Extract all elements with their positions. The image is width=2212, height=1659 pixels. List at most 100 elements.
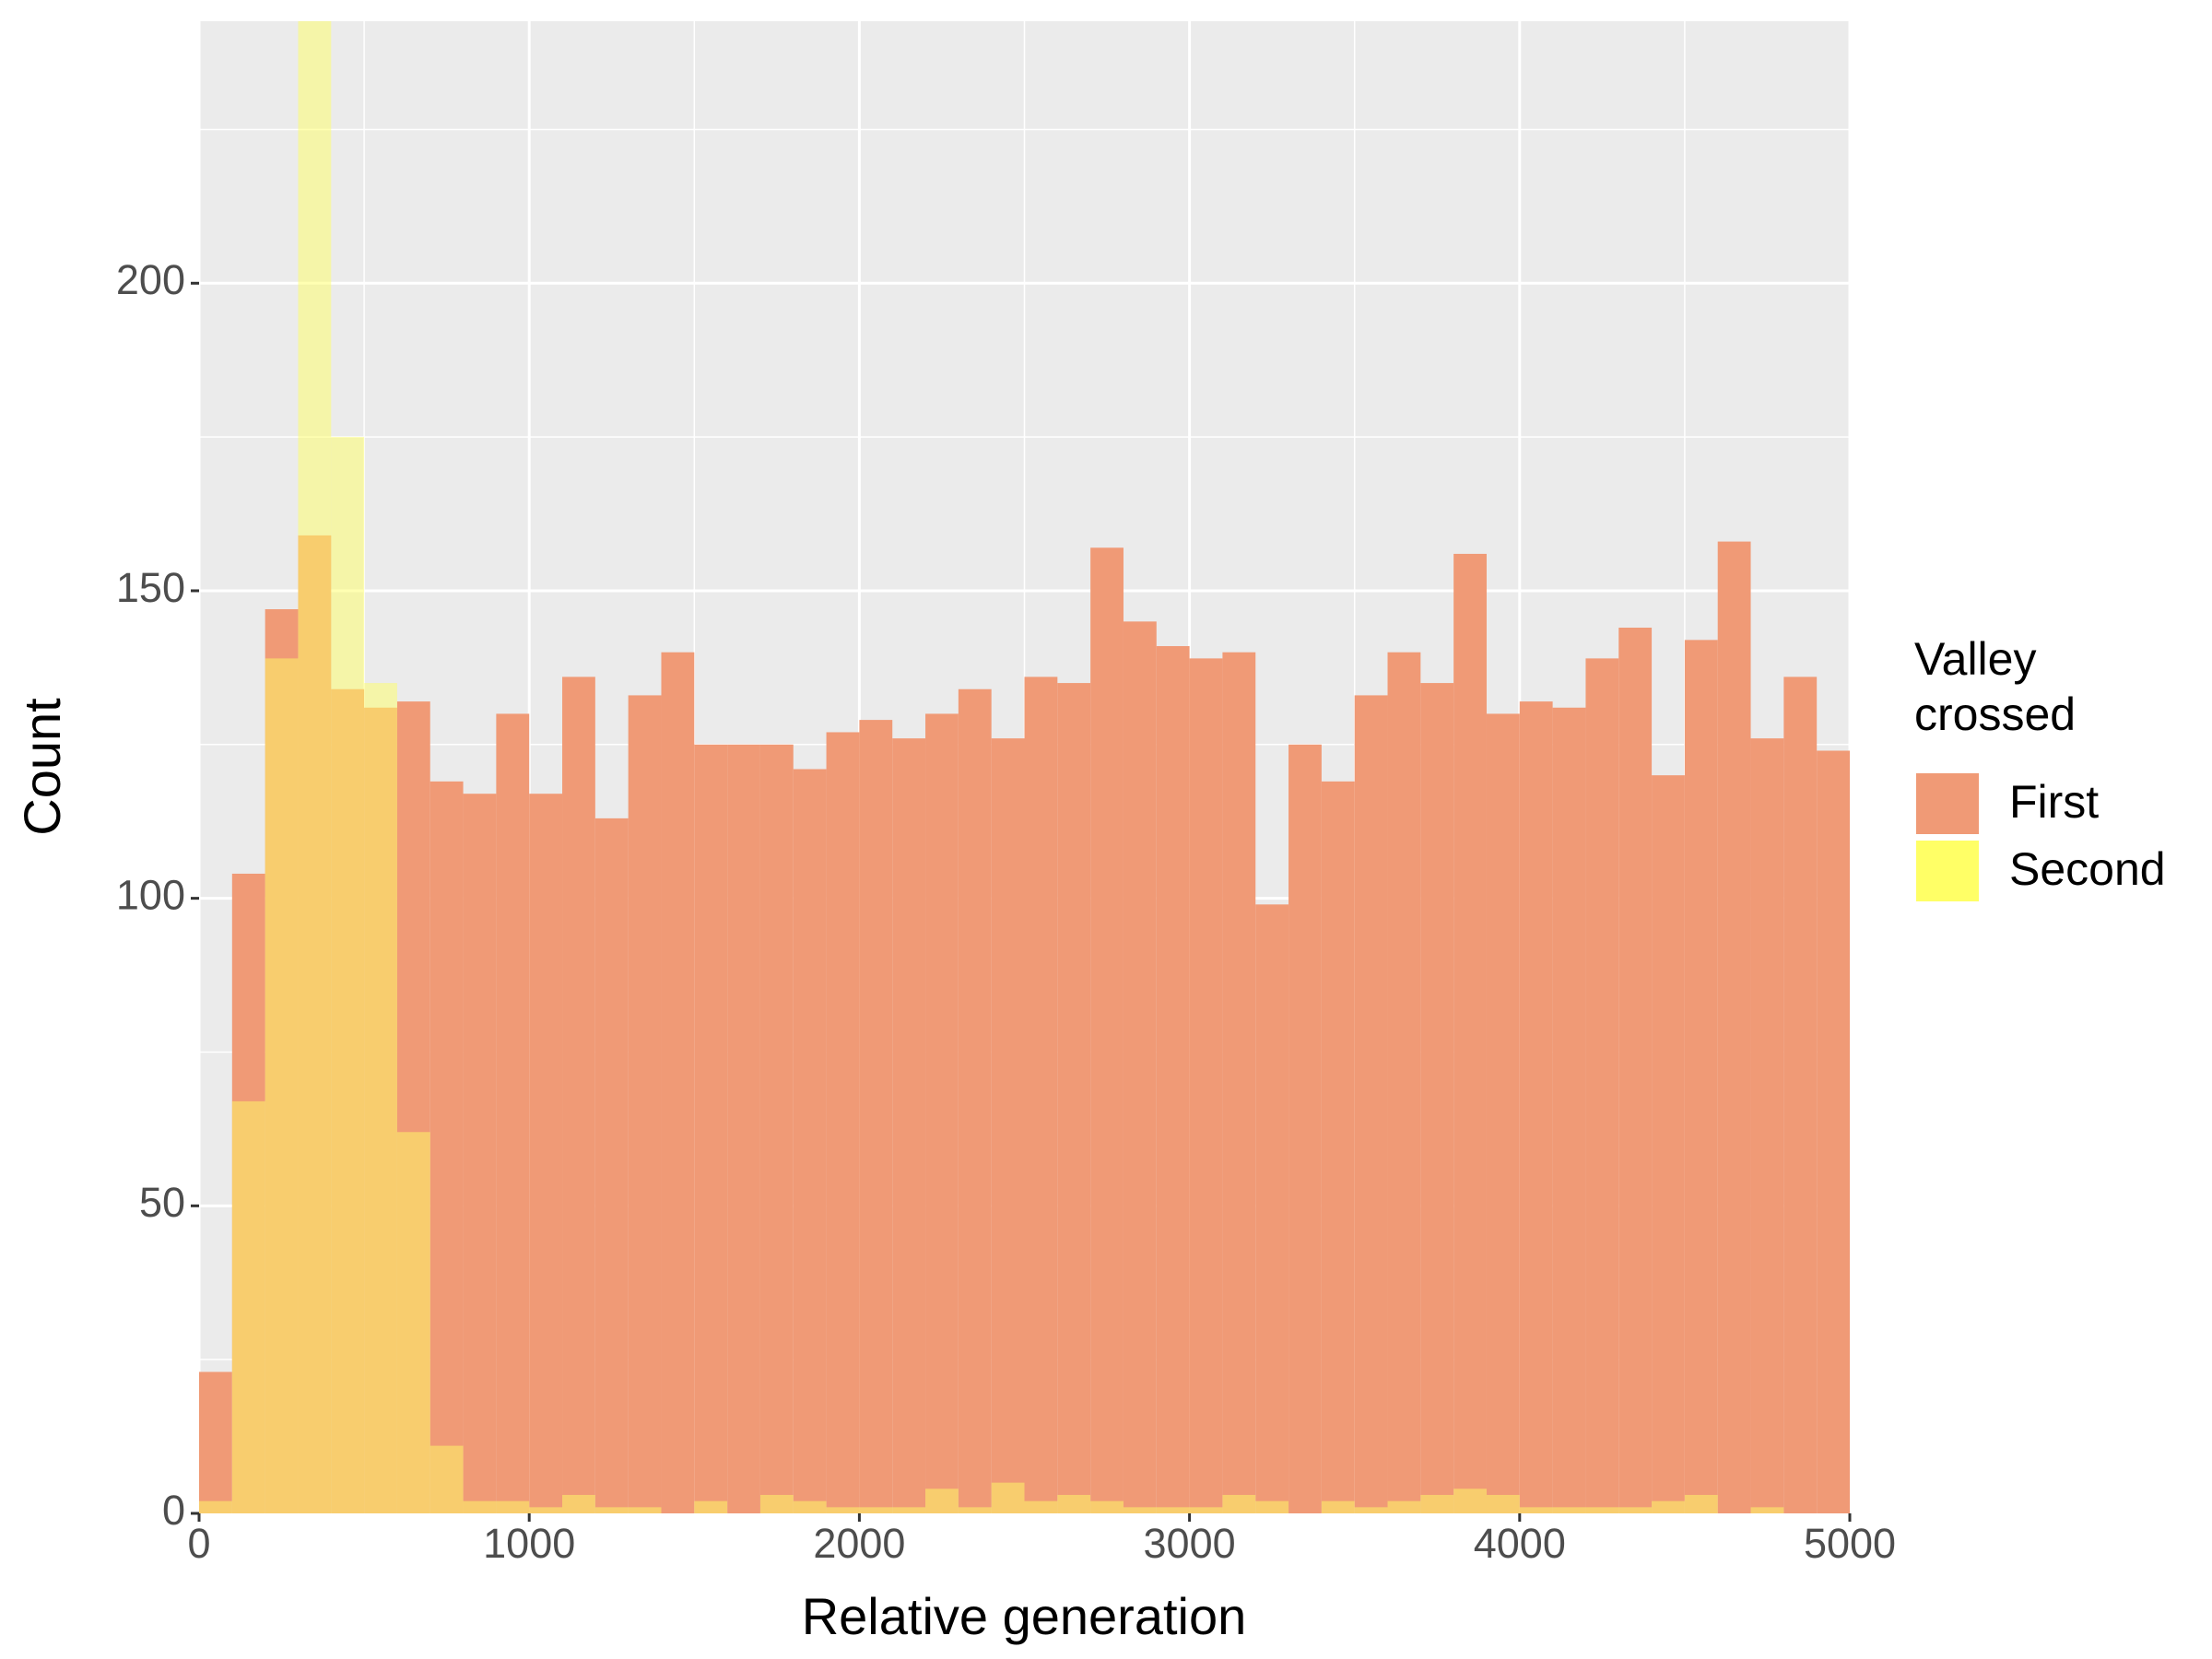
histogram-bar xyxy=(396,1132,430,1513)
histogram-bar xyxy=(594,818,629,1513)
histogram-bar xyxy=(1387,1500,1421,1513)
histogram-bar xyxy=(1519,1507,1553,1513)
histogram-bar xyxy=(892,1507,926,1513)
histogram-bar xyxy=(628,695,662,1513)
histogram-bar xyxy=(429,781,464,1513)
histogram-bar xyxy=(1750,738,1784,1513)
x-tick-label: 5000 xyxy=(1804,1520,1896,1567)
histogram-bar xyxy=(364,683,397,1513)
histogram-bar xyxy=(199,1500,232,1513)
histogram-bar xyxy=(1156,646,1190,1513)
histogram-bar xyxy=(1189,1507,1223,1513)
histogram-bar xyxy=(759,1494,794,1513)
histogram-bar xyxy=(1750,1507,1784,1513)
histogram-bar xyxy=(1684,640,1718,1513)
histogram-bar xyxy=(1057,683,1091,1513)
histogram-bar xyxy=(628,1507,662,1513)
x-tick-label: 4000 xyxy=(1474,1520,1566,1567)
y-axis-title: Count xyxy=(13,698,71,836)
histogram-bar xyxy=(199,1371,232,1513)
histogram-bar xyxy=(463,794,497,1513)
histogram-bar xyxy=(1255,1500,1289,1513)
histogram-bar xyxy=(1123,1507,1157,1513)
histogram-bar xyxy=(1288,744,1322,1513)
histogram-bar xyxy=(1354,1507,1388,1513)
histogram-bar xyxy=(1717,541,1751,1513)
histogram-bar xyxy=(991,738,1025,1513)
histogram-bar xyxy=(1024,1500,1058,1513)
histogram-bar xyxy=(859,1507,893,1513)
histogram-bar xyxy=(1486,1494,1520,1513)
histogram-bar xyxy=(562,1494,595,1513)
histogram-bar xyxy=(1618,628,1653,1513)
legend-label: First xyxy=(2009,776,2099,828)
histogram-bar xyxy=(694,1500,728,1513)
histogram-bar xyxy=(1321,781,1355,1513)
legend-key xyxy=(1914,839,1981,903)
histogram-bar xyxy=(793,1500,827,1513)
legend-label: Second xyxy=(2009,843,2166,895)
histogram-bar xyxy=(892,738,926,1513)
y-tick-label: 0 xyxy=(162,1487,185,1534)
bars xyxy=(199,21,1850,1513)
histogram-bar xyxy=(1783,677,1818,1513)
histogram-bar xyxy=(429,1445,464,1513)
histogram-bar xyxy=(1552,707,1586,1513)
y-tick-label: 50 xyxy=(139,1179,185,1226)
histogram-bar xyxy=(1123,621,1157,1513)
histogram-bar xyxy=(859,720,893,1513)
histogram-bar xyxy=(1321,1500,1355,1513)
histogram-bar xyxy=(1552,1507,1586,1513)
x-tick-label: 2000 xyxy=(813,1520,905,1567)
histogram-bar xyxy=(529,794,563,1513)
histogram-bar xyxy=(793,769,827,1513)
histogram-bar xyxy=(1618,1507,1653,1513)
y-tick-label: 100 xyxy=(116,872,185,919)
histogram-bar xyxy=(1354,695,1388,1513)
histogram-bar xyxy=(331,437,365,1513)
histogram-bar xyxy=(958,1507,992,1513)
histogram-bar xyxy=(925,713,959,1513)
histogram-bar xyxy=(1255,904,1289,1513)
histogram-bar xyxy=(991,1482,1025,1513)
histogram-bar xyxy=(1420,683,1454,1513)
histogram-bar xyxy=(1156,1507,1190,1513)
histogram-bar xyxy=(1453,553,1487,1513)
histogram-bar xyxy=(661,652,695,1513)
x-tick-label: 3000 xyxy=(1144,1520,1236,1567)
histogram-bar xyxy=(1486,713,1520,1513)
histogram-bar xyxy=(1222,652,1256,1513)
histogram-bar xyxy=(1585,658,1619,1513)
histogram-bar xyxy=(1652,1500,1685,1513)
x-tick-label: 1000 xyxy=(483,1520,575,1567)
histogram-bar xyxy=(463,1500,497,1513)
histogram-bar xyxy=(529,1507,563,1513)
histogram-bar xyxy=(1189,658,1223,1513)
legend-key xyxy=(1914,771,1981,836)
x-axis-title: Relative generation xyxy=(802,1587,1247,1645)
histogram-bar xyxy=(1090,547,1124,1513)
histogram-bar xyxy=(1057,1494,1091,1513)
histogram-bar xyxy=(1453,1488,1487,1513)
histogram-bar xyxy=(298,21,332,1513)
histogram-bar xyxy=(759,744,794,1513)
histogram-bar xyxy=(1420,1494,1454,1513)
histogram-bar xyxy=(958,688,992,1513)
histogram-bar xyxy=(694,744,728,1513)
legend-title: Valley crossed xyxy=(1914,633,2077,740)
x-tick-label: 0 xyxy=(187,1520,210,1567)
histogram-bar xyxy=(1684,1494,1718,1513)
histogram-bar xyxy=(727,744,760,1513)
histogram-bar xyxy=(1652,775,1685,1513)
y-tick-label: 200 xyxy=(116,256,185,303)
histogram-bar xyxy=(1585,1507,1619,1513)
histogram-bar xyxy=(1519,701,1553,1513)
histogram-bar xyxy=(826,732,860,1513)
histogram-bar xyxy=(1222,1494,1256,1513)
histogram-bar xyxy=(826,1507,860,1513)
histogram-bar xyxy=(231,1100,265,1513)
histogram-bar xyxy=(1024,677,1058,1513)
histogram-bar xyxy=(1817,750,1850,1513)
